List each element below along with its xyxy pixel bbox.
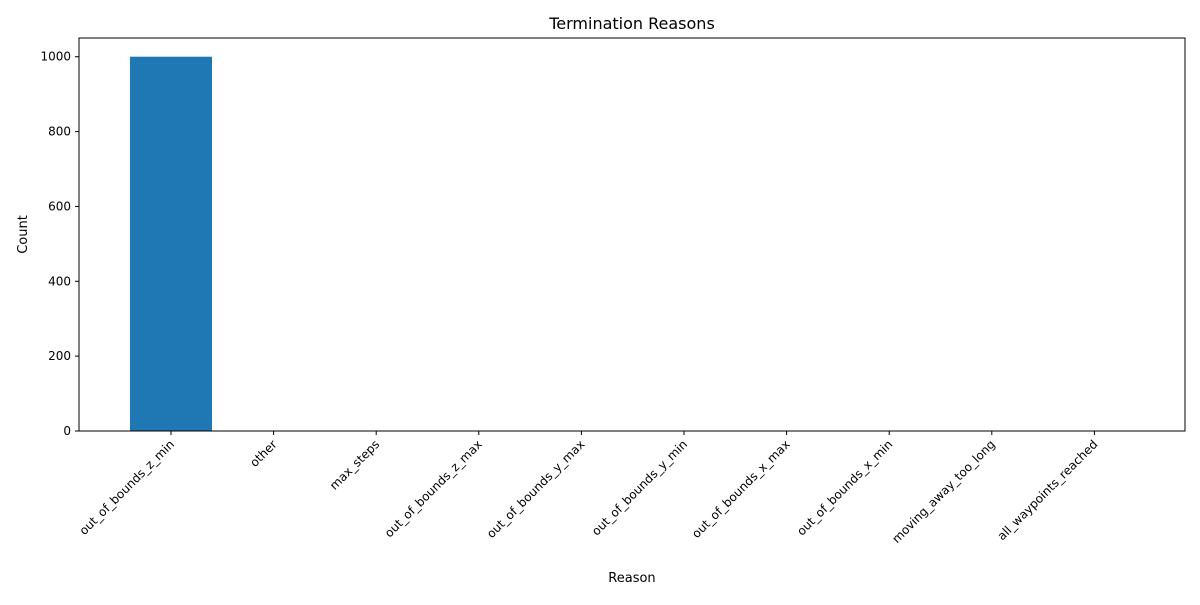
bar-out_of_bounds_z_min [130, 56, 212, 431]
x-tick-label: out_of_bounds_x_max [689, 437, 793, 541]
y-tick-label: 0 [63, 424, 71, 438]
y-tick-label: 600 [48, 199, 71, 213]
x-axis-label: Reason [608, 571, 655, 586]
plot-frame [78, 37, 1186, 432]
x-tick-label: all_waypoints_reached [995, 437, 1101, 543]
chart-title: Termination Reasons [548, 14, 715, 33]
x-tick-label: out_of_bounds_z_min [77, 437, 178, 538]
y-tick-label: 200 [48, 349, 71, 363]
x-tick-label: out_of_bounds_y_max [484, 437, 588, 541]
y-axis: 0 200 400 600 800 1000 [40, 50, 79, 438]
x-tick-label: out_of_bounds_z_max [382, 437, 485, 540]
y-tick-label: 1000 [40, 50, 71, 64]
x-tick-label: out_of_bounds_y_min [589, 437, 690, 538]
x-tick-label: max_steps [327, 437, 382, 492]
x-axis: out_of_bounds_z_min other max_steps out_of_… [77, 431, 1101, 546]
y-tick-label: 800 [48, 125, 71, 139]
y-axis-label: Count [16, 215, 31, 254]
y-tick-label: 400 [48, 274, 71, 288]
x-tick-label: moving_away_too_long [889, 437, 998, 546]
x-tick-label: out_of_bounds_x_min [794, 437, 895, 538]
x-tick-label: other [247, 437, 280, 470]
bars-group [130, 56, 212, 431]
